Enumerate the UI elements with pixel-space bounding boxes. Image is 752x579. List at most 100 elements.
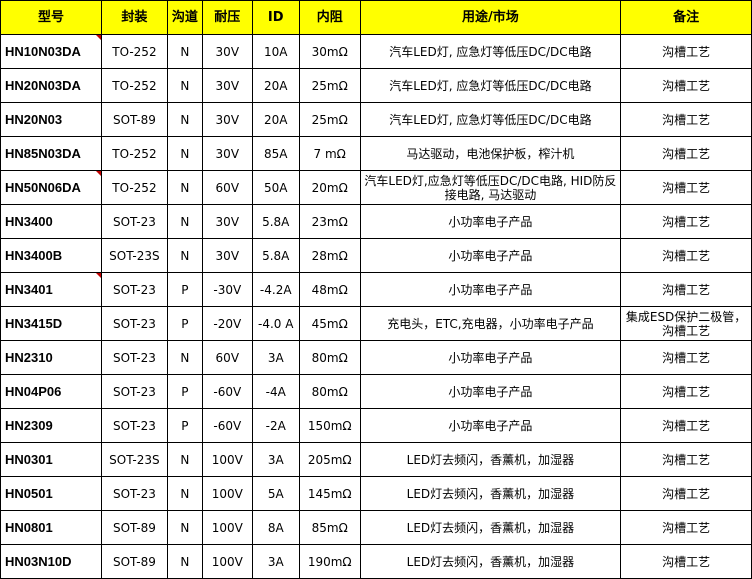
cell-note[interactable]: 集成ESD保护二极管，沟槽工艺 xyxy=(620,306,752,341)
cell-id[interactable]: 8A xyxy=(251,510,300,545)
cell-model[interactable]: HN03N10D xyxy=(0,544,102,579)
cell-package[interactable]: SOT-23 xyxy=(100,340,168,375)
cell-channel[interactable]: N xyxy=(166,204,203,239)
cell-voltage[interactable]: 100V xyxy=(201,442,253,477)
cell-package[interactable]: TO-252 xyxy=(100,34,168,69)
cell-package[interactable]: SOT-23S xyxy=(100,238,168,273)
cell-package[interactable]: SOT-23 xyxy=(100,374,168,409)
cell-model[interactable]: HN85N03DA xyxy=(0,136,102,171)
cell-model[interactable]: HN50N06DA xyxy=(0,170,102,205)
cell-channel[interactable]: N xyxy=(166,476,203,511)
comment-indicator-icon[interactable] xyxy=(95,35,101,40)
cell-voltage[interactable]: -30V xyxy=(201,272,253,307)
cell-note[interactable]: 沟槽工艺 xyxy=(620,102,752,137)
cell-id[interactable]: -4.0 A xyxy=(251,306,300,341)
cell-model[interactable]: HN2309 xyxy=(0,408,102,443)
cell-package[interactable]: TO-252 xyxy=(100,136,168,171)
cell-rds[interactable]: 48mΩ xyxy=(298,272,361,307)
cell-rds[interactable]: 150mΩ xyxy=(298,408,361,443)
cell-model[interactable]: HN20N03 xyxy=(0,102,102,137)
cell-note[interactable]: 沟槽工艺 xyxy=(620,68,752,103)
cell-model[interactable]: HN2310 xyxy=(0,340,102,375)
cell-application[interactable]: 小功率电子产品 xyxy=(359,374,622,409)
cell-note[interactable]: 沟槽工艺 xyxy=(620,238,752,273)
cell-channel[interactable]: P xyxy=(166,374,203,409)
cell-channel[interactable]: N xyxy=(166,510,203,545)
cell-channel[interactable]: P xyxy=(166,408,203,443)
cell-voltage[interactable]: 30V xyxy=(201,204,253,239)
cell-rds[interactable]: 25mΩ xyxy=(298,68,361,103)
cell-rds[interactable]: 205mΩ xyxy=(298,442,361,477)
header-id[interactable]: ID xyxy=(251,0,300,35)
cell-id[interactable]: -4.2A xyxy=(251,272,300,307)
cell-rds[interactable]: 23mΩ xyxy=(298,204,361,239)
cell-id[interactable]: 5A xyxy=(251,476,300,511)
cell-package[interactable]: SOT-23 xyxy=(100,408,168,443)
cell-voltage[interactable]: -60V xyxy=(201,408,253,443)
cell-channel[interactable]: P xyxy=(166,306,203,341)
cell-application[interactable]: LED灯去频闪，香薰机，加湿器 xyxy=(359,442,622,477)
cell-note[interactable]: 沟槽工艺 xyxy=(620,442,752,477)
cell-note[interactable]: 沟槽工艺 xyxy=(620,170,752,205)
cell-package[interactable]: SOT-23 xyxy=(100,476,168,511)
cell-id[interactable]: -2A xyxy=(251,408,300,443)
cell-note[interactable]: 沟槽工艺 xyxy=(620,476,752,511)
cell-application[interactable]: 汽车LED灯, 应急灯等低压DC/DC电路 xyxy=(359,34,622,69)
cell-id[interactable]: 10A xyxy=(251,34,300,69)
header-note[interactable]: 备注 xyxy=(620,0,752,35)
cell-note[interactable]: 沟槽工艺 xyxy=(620,340,752,375)
cell-id[interactable]: 3A xyxy=(251,340,300,375)
cell-channel[interactable]: N xyxy=(166,340,203,375)
header-rds[interactable]: 内阻 xyxy=(298,0,361,35)
cell-model[interactable]: HN0301 xyxy=(0,442,102,477)
cell-application[interactable]: 小功率电子产品 xyxy=(359,340,622,375)
cell-application[interactable]: 小功率电子产品 xyxy=(359,204,622,239)
cell-voltage[interactable]: 30V xyxy=(201,102,253,137)
cell-voltage[interactable]: -20V xyxy=(201,306,253,341)
cell-package[interactable]: SOT-89 xyxy=(100,510,168,545)
cell-model[interactable]: HN10N03DA xyxy=(0,34,102,69)
cell-channel[interactable]: N xyxy=(166,238,203,273)
cell-channel[interactable]: N xyxy=(166,544,203,579)
cell-voltage[interactable]: 100V xyxy=(201,544,253,579)
cell-id[interactable]: -4A xyxy=(251,374,300,409)
cell-rds[interactable]: 25mΩ xyxy=(298,102,361,137)
cell-application[interactable]: 充电头，ETC,充电器，小功率电子产品 xyxy=(359,306,622,341)
cell-model[interactable]: HN3415D xyxy=(0,306,102,341)
comment-indicator-icon[interactable] xyxy=(95,171,101,176)
cell-id[interactable]: 3A xyxy=(251,544,300,579)
cell-package[interactable]: TO-252 xyxy=(100,170,168,205)
header-voltage[interactable]: 耐压 xyxy=(201,0,253,35)
cell-application[interactable]: LED灯去频闪，香薰机，加湿器 xyxy=(359,476,622,511)
cell-application[interactable]: 小功率电子产品 xyxy=(359,272,622,307)
cell-model[interactable]: HN3400B xyxy=(0,238,102,273)
cell-model[interactable]: HN0801 xyxy=(0,510,102,545)
cell-rds[interactable]: 45mΩ xyxy=(298,306,361,341)
header-application[interactable]: 用途/市场 xyxy=(359,0,622,35)
cell-note[interactable]: 沟槽工艺 xyxy=(620,136,752,171)
cell-application[interactable]: 汽车LED灯, 应急灯等低压DC/DC电路 xyxy=(359,102,622,137)
cell-note[interactable]: 沟槽工艺 xyxy=(620,34,752,69)
cell-id[interactable]: 20A xyxy=(251,68,300,103)
cell-package[interactable]: SOT-23S xyxy=(100,442,168,477)
cell-rds[interactable]: 80mΩ xyxy=(298,340,361,375)
cell-model[interactable]: HN3401 xyxy=(0,272,102,307)
cell-channel[interactable]: N xyxy=(166,170,203,205)
cell-channel[interactable]: N xyxy=(166,102,203,137)
cell-voltage[interactable]: 60V xyxy=(201,170,253,205)
cell-note[interactable]: 沟槽工艺 xyxy=(620,374,752,409)
cell-package[interactable]: SOT-23 xyxy=(100,306,168,341)
cell-note[interactable]: 沟槽工艺 xyxy=(620,408,752,443)
cell-voltage[interactable]: 100V xyxy=(201,510,253,545)
cell-voltage[interactable]: 30V xyxy=(201,68,253,103)
cell-channel[interactable]: N xyxy=(166,136,203,171)
cell-rds[interactable]: 30mΩ xyxy=(298,34,361,69)
cell-model[interactable]: HN3400 xyxy=(0,204,102,239)
cell-application[interactable]: 汽车LED灯, 应急灯等低压DC/DC电路 xyxy=(359,68,622,103)
cell-model[interactable]: HN0501 xyxy=(0,476,102,511)
cell-channel[interactable]: N xyxy=(166,442,203,477)
cell-rds[interactable]: 145mΩ xyxy=(298,476,361,511)
cell-id[interactable]: 5.8A xyxy=(251,204,300,239)
cell-rds[interactable]: 7 mΩ xyxy=(298,136,361,171)
cell-channel[interactable]: P xyxy=(166,272,203,307)
